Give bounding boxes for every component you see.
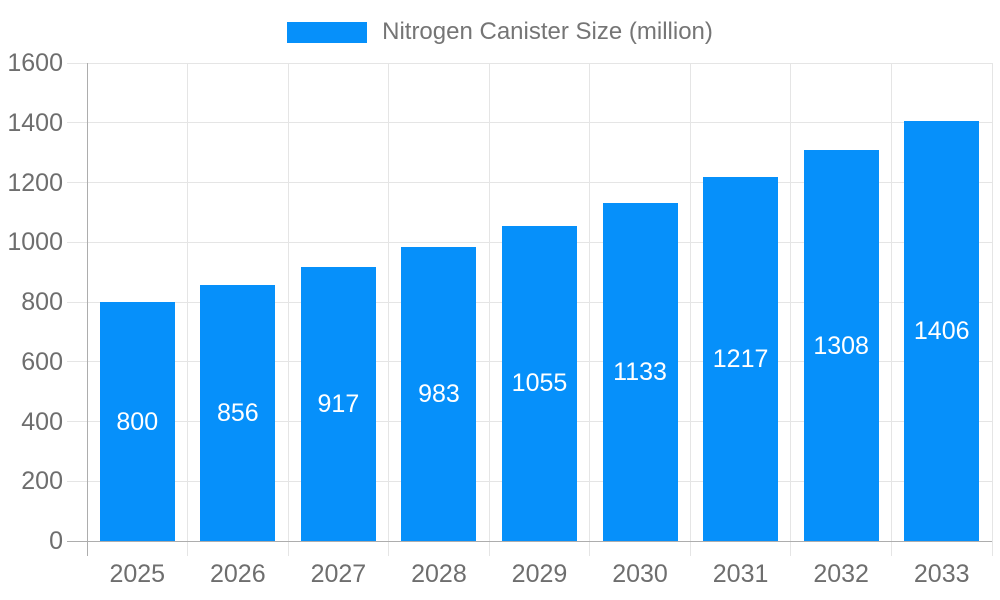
x-axis-line (67, 540, 992, 542)
bar-2031[interactable] (703, 177, 779, 541)
bar-value-label-2033: 1406 (913, 316, 970, 345)
gridline-y-1600 (67, 62, 992, 64)
x-tick-label-2026: 2026 (210, 560, 266, 588)
plot-area: 0 200 400 600 800 1000 1200 1400 1600 800 2025 856 2… (7, 49, 993, 588)
x-tick-label-2025: 2025 (109, 560, 166, 588)
x-tick-label-2027: 2027 (310, 560, 367, 588)
bar-2029[interactable] (502, 225, 577, 541)
bar-value-label-2026: 856 (216, 399, 259, 428)
bar-2028[interactable] (401, 247, 477, 541)
bar-2025[interactable] (99, 302, 175, 541)
x-tick-label-2031: 2031 (712, 560, 769, 588)
bar-2030[interactable] (602, 202, 678, 541)
bar-value-label-2029: 1055 (511, 369, 568, 398)
y-tick-label-1200: 1200 (7, 168, 63, 197)
bar-2033[interactable] (904, 120, 980, 541)
y-tick-label-1000: 1000 (7, 228, 63, 257)
legend-marker (287, 21, 368, 43)
bar-value-label-2025: 800 (116, 407, 159, 436)
gridline-x-4 (488, 63, 490, 556)
legend[interactable]: Nitrogen Canister Size (million) (0, 19, 1000, 45)
gridline-x-5 (589, 63, 591, 556)
bar-2027[interactable] (300, 267, 376, 541)
legend-label: Nitrogen Canister Size (million) (382, 18, 713, 45)
bar-2032[interactable] (803, 150, 879, 541)
gridline-x-1 (187, 63, 189, 556)
bar-value-label-2030: 1133 (613, 357, 667, 386)
gridline-y-1400 (67, 122, 992, 124)
bar-value-label-2028: 983 (418, 380, 460, 409)
y-tick-label-1400: 1400 (7, 108, 63, 137)
gridline-x-3 (388, 63, 390, 556)
y-tick-label-1600: 1600 (7, 49, 63, 77)
gridline-y-1200 (67, 182, 992, 183)
y-axis-line (87, 63, 88, 556)
bar-value-label-2031: 1217 (712, 345, 769, 374)
x-tick-label-2033: 2033 (913, 560, 970, 588)
x-tick-label-2032: 2032 (813, 560, 869, 588)
x-tick-label-2028: 2028 (411, 560, 467, 588)
gridline-x-2 (287, 63, 289, 556)
gridline-x-6 (689, 63, 691, 556)
bar-value-label-2032: 1308 (813, 331, 869, 360)
gridline-x-8 (890, 63, 892, 556)
y-tick-label-600: 600 (21, 347, 63, 376)
gridline-x-7 (790, 63, 792, 556)
y-tick-label-0: 0 (49, 527, 63, 555)
x-tick-label-2030: 2030 (612, 560, 668, 588)
bar-2026[interactable] (200, 285, 276, 541)
y-tick-label-400: 400 (21, 407, 63, 436)
gridline-x-9 (991, 63, 993, 556)
y-tick-label-200: 200 (21, 467, 63, 496)
y-tick-label-800: 800 (21, 288, 63, 316)
bar-value-label-2027: 917 (317, 390, 360, 419)
x-tick-label-2029: 2029 (511, 560, 568, 588)
